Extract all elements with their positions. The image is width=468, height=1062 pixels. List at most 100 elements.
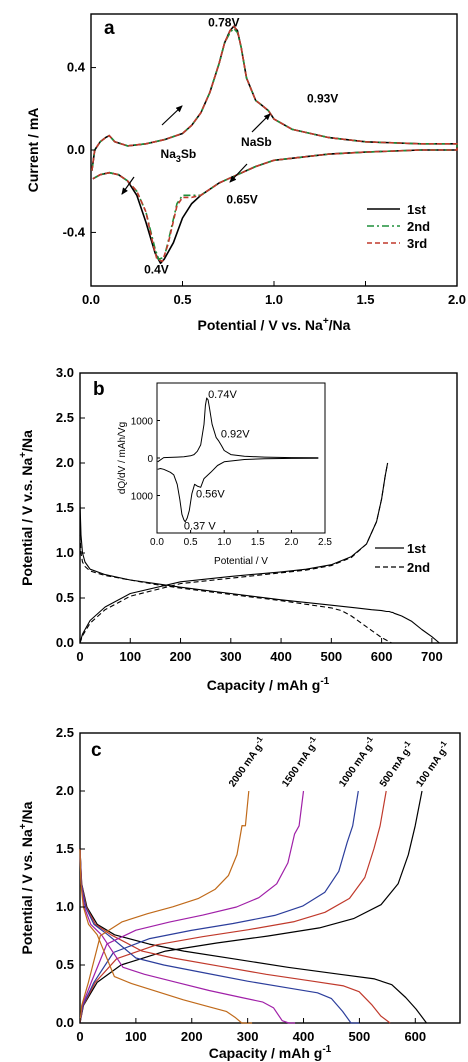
x-tick-label: 1.5 [356, 292, 374, 307]
x-tick-label: 100 [119, 649, 141, 664]
x-tick-label: 0.0 [150, 537, 164, 548]
panel-b-xticks: 0 100 200 300 400 500 600 700 [76, 638, 443, 664]
x-tick-label: 2.0 [448, 292, 466, 307]
y-tick-label: 2.5 [56, 725, 74, 740]
panel-c-letter: c [91, 740, 102, 761]
x-tick-label: 1.0 [217, 537, 231, 548]
y-tick-label: 0.5 [56, 957, 74, 972]
panel-a-ylabel: Current / mA [25, 108, 41, 193]
legend-label: 3rd [407, 236, 427, 251]
rate-charge-line [79, 790, 423, 1024]
annotation-label: 0.4V [144, 263, 169, 277]
gcd-line-2nd-1 [79, 462, 389, 644]
inset-annotation-label: 0.74V [208, 389, 237, 401]
y-tick-label: 1000 [131, 492, 154, 503]
x-tick-label: 300 [237, 1029, 259, 1044]
inset-xlabel: Potential / V [214, 556, 268, 567]
x-tick-label: 1.0 [265, 292, 283, 307]
x-tick-label: 400 [270, 649, 292, 664]
y-tick-label: 2.0 [56, 455, 74, 470]
x-tick-label: 0.5 [184, 537, 198, 548]
panel-a-annotations: 0.78V 0.93V 0.65V 0.4V Na3Sb NaSb [144, 15, 338, 276]
panel-c-ylabel: Potential / V vs. Na+/Na [18, 801, 35, 954]
x-tick-label: 0.5 [173, 292, 191, 307]
x-tick-label: 0.0 [82, 292, 100, 307]
inset-xticks: 0.0 0.5 1.0 1.5 2.0 2.5 [150, 530, 332, 548]
arrow-charge-1 [161, 105, 183, 126]
x-tick-label: 400 [293, 1029, 315, 1044]
x-tick-label: 0 [76, 1029, 83, 1044]
panel-a-series [91, 25, 458, 265]
inset-annotation-label: 0.37 V [184, 520, 216, 532]
panel-b-series [79, 462, 440, 644]
x-tick-label: 1.5 [251, 537, 265, 548]
panel-c-frame [79, 732, 461, 1024]
y-tick-label: 1.5 [56, 500, 74, 515]
y-tick-label: 0.0 [56, 1015, 74, 1030]
panel-b: b 0 100 200 300 400 500 600 700 0.0 0.5 1.0 1.5 2.0… [18, 365, 458, 693]
x-tick-label: 2.0 [284, 537, 298, 548]
panel-b-yticks: 0.0 0.5 1.0 1.5 2.0 2.5 3.0 [56, 365, 85, 650]
panel-b-letter: b [93, 379, 105, 400]
x-tick-label: 200 [181, 1029, 203, 1044]
rate-charge-line [79, 790, 387, 1024]
y-tick-label: 0.4 [67, 60, 86, 75]
panel-c: c 0 100 200 300 400 500 600 0.0 0.5 1.0 1.5 2.0 2.5… [18, 725, 461, 1061]
x-tick-label: 500 [320, 649, 342, 664]
x-tick-label: 0 [76, 649, 83, 664]
inset-series [157, 397, 319, 523]
legend-label: 1st [407, 202, 426, 217]
y-tick-label: -0.4 [63, 224, 86, 239]
x-tick-label: 300 [220, 649, 242, 664]
cv-line-1st [91, 25, 458, 265]
rate-label: 2000 mA g-1 [225, 734, 269, 789]
y-tick-label: 0.0 [56, 635, 74, 650]
y-tick-label: 0.0 [67, 142, 85, 157]
x-tick-label: 600 [371, 649, 393, 664]
rate-discharge-line [79, 848, 360, 1024]
y-tick-label: 1.5 [56, 841, 74, 856]
panel-c-xlabel: Capacity / mAh g-1 [209, 1044, 332, 1061]
panel-a-xticks: 0.0 0.5 1.0 1.5 2.0 [82, 281, 466, 307]
annotation-label: NaSb [241, 135, 272, 149]
inset-annotations: 0.74V 0.92V 0.56V 0.37 V [184, 389, 250, 532]
legend-label: 2nd [407, 219, 430, 234]
rate-label: 500 mA g-1 [376, 739, 417, 789]
inset-annotation-label: 0.56V [196, 488, 225, 500]
y-tick-label: 1.0 [56, 545, 74, 560]
legend-label: 1st [407, 541, 426, 556]
panel-a-letter: a [104, 18, 115, 39]
inset-ylabel: dQ/dV / mAh/Vg [117, 422, 128, 494]
x-tick-label: 100 [125, 1029, 147, 1044]
rate-discharge-line [79, 848, 427, 1024]
y-tick-label: 1.0 [56, 899, 74, 914]
y-tick-label: 3.0 [56, 365, 74, 380]
cv-line-3rd [91, 25, 458, 263]
legend-label: 2nd [407, 560, 430, 575]
rate-discharge-line [79, 848, 391, 1024]
inset-line [157, 457, 319, 523]
rate-discharge-line [79, 848, 253, 1024]
y-tick-label: 2.5 [56, 410, 74, 425]
rate-label: 100 mA g-1 [412, 739, 453, 789]
panel-c-yticks: 0.0 0.5 1.0 1.5 2.0 2.5 [56, 725, 85, 1030]
panel-a-yticks: -0.4 0.0 0.4 [63, 60, 96, 239]
annotation-label: 0.65V [226, 193, 257, 207]
y-tick-label: 0.5 [56, 590, 74, 605]
annotation-label: 0.93V [307, 92, 338, 106]
x-tick-label: 500 [349, 1029, 371, 1044]
x-tick-label: 700 [421, 649, 443, 664]
panel-b-xlabel: Capacity / mAh g-1 [207, 676, 330, 693]
arrow-charge-2 [251, 113, 271, 133]
annotation-label: 0.78V [208, 15, 239, 29]
panel-a-xlabel: Potential / V vs. Na+/Na [198, 316, 351, 333]
gcd-line-1st-0 [79, 503, 440, 644]
panel-c-xticks: 0 100 200 300 400 500 600 [76, 1018, 426, 1044]
panel-a-legend: 1st 2nd 3rd [367, 202, 430, 251]
arrow-discharge-2 [229, 163, 248, 183]
y-tick-label: 0 [147, 454, 153, 465]
